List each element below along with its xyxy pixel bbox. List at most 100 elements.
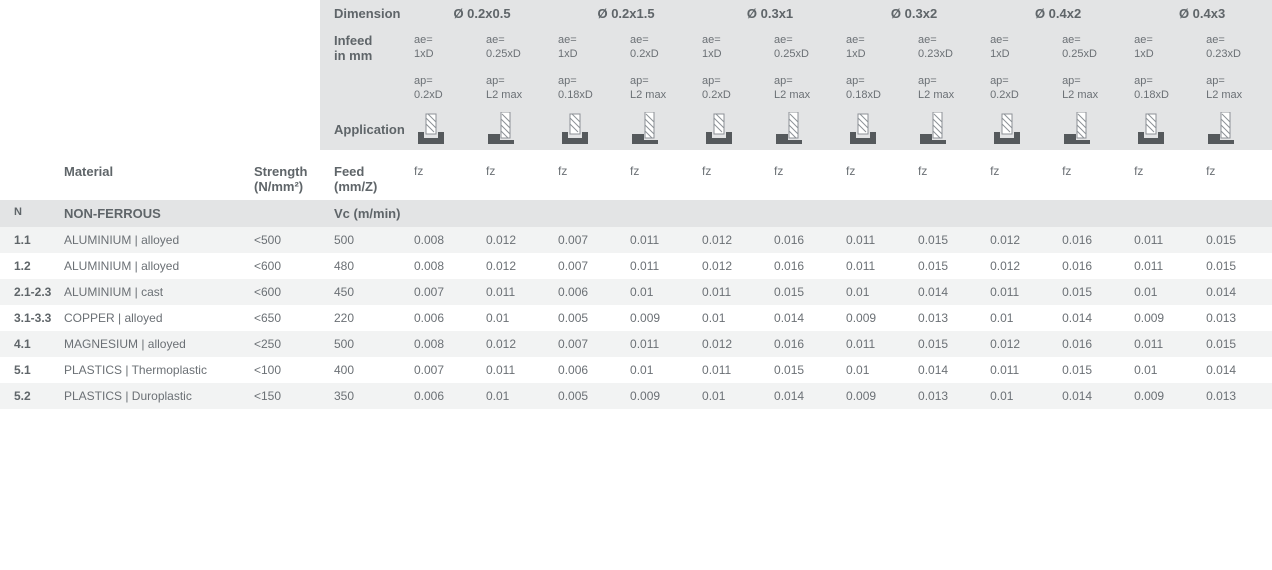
strength-cell: <100 (250, 357, 320, 383)
fz-cell: 0.005 (554, 383, 626, 409)
material-cell: ALUMINIUM | alloyed (60, 253, 250, 279)
fz-cell: 0.013 (914, 305, 986, 331)
row-code: 5.2 (0, 383, 60, 409)
fz-cell: 0.012 (986, 331, 1058, 357)
strength-cell: <650 (250, 305, 320, 331)
ae-0a: ae= 1xD (410, 27, 482, 68)
fz-cell: 0.012 (698, 227, 770, 253)
fz-cell: 0.01 (698, 383, 770, 409)
fz-cell: 0.015 (1058, 357, 1130, 383)
fz-cell: 0.009 (626, 383, 698, 409)
vc-cell: 500 (320, 227, 410, 253)
fz-cell: 0.011 (698, 279, 770, 305)
ap-1b: ap= L2 max (626, 68, 698, 109)
infeed-label: Infeed in mm (320, 27, 410, 108)
fz-head: fz (770, 150, 842, 200)
fz-cell: 0.014 (1202, 357, 1272, 383)
fz-cell: 0.015 (1202, 227, 1272, 253)
fz-head: fz (554, 150, 626, 200)
fz-cell: 0.005 (554, 305, 626, 331)
fz-cell: 0.01 (626, 279, 698, 305)
ap-5a: ap= 0.18xD (1130, 68, 1202, 109)
table-row: 1.1ALUMINIUM | alloyed<5005000.0080.0120… (0, 227, 1272, 253)
ap-2b: ap= L2 max (770, 68, 842, 109)
material-cell: PLASTICS | Duroplastic (60, 383, 250, 409)
dimension-label: Dimension (320, 0, 410, 27)
fz-cell: 0.015 (914, 253, 986, 279)
app-icon-side (1202, 108, 1272, 150)
fz-cell: 0.006 (554, 357, 626, 383)
application-label: Application (320, 108, 410, 150)
fz-cell: 0.015 (914, 331, 986, 357)
app-icon-side (482, 108, 554, 150)
app-icon-slot (554, 108, 626, 150)
fz-cell: 0.011 (482, 357, 554, 383)
ap-5b: ap= L2 max (1202, 68, 1272, 109)
fz-head: fz (1130, 150, 1202, 200)
app-icon-slot (698, 108, 770, 150)
table-row: 2.1-2.3ALUMINIUM | cast<6004500.0070.011… (0, 279, 1272, 305)
group-code: N (0, 200, 60, 227)
fz-cell: 0.011 (626, 227, 698, 253)
ap-3a: ap= 0.18xD (842, 68, 914, 109)
table-row: 4.1MAGNESIUM | alloyed<2505000.0080.0120… (0, 331, 1272, 357)
vc-cell: 350 (320, 383, 410, 409)
ae-1b: ae= 0.2xD (626, 27, 698, 68)
material-cell: ALUMINIUM | cast (60, 279, 250, 305)
fz-cell: 0.01 (482, 305, 554, 331)
fz-cell: 0.013 (914, 383, 986, 409)
fz-cell: 0.012 (482, 331, 554, 357)
fz-cell: 0.015 (914, 227, 986, 253)
dimension-4: Ø 0.4x2 (986, 0, 1130, 27)
fz-cell: 0.012 (482, 253, 554, 279)
fz-cell: 0.016 (770, 253, 842, 279)
app-icon-side (914, 108, 986, 150)
strength-cell: <150 (250, 383, 320, 409)
ap-0a: ap= 0.2xD (410, 68, 482, 109)
dimension-1: Ø 0.2x1.5 (554, 0, 698, 27)
fz-cell: 0.006 (554, 279, 626, 305)
fz-cell: 0.007 (554, 253, 626, 279)
vc-cell: 450 (320, 279, 410, 305)
table-row: 3.1-3.3COPPER | alloyed<6502200.0060.010… (0, 305, 1272, 331)
fz-cell: 0.011 (626, 331, 698, 357)
fz-head: fz (626, 150, 698, 200)
ap-4b: ap= L2 max (1058, 68, 1130, 109)
fz-head: fz (914, 150, 986, 200)
dimension-3: Ø 0.3x2 (842, 0, 986, 27)
fz-cell: 0.014 (1202, 279, 1272, 305)
ae-3b: ae= 0.23xD (914, 27, 986, 68)
fz-head: fz (698, 150, 770, 200)
row-code: 1.2 (0, 253, 60, 279)
ap-3b: ap= L2 max (914, 68, 986, 109)
material-cell: COPPER | alloyed (60, 305, 250, 331)
fz-cell: 0.015 (770, 279, 842, 305)
vc-cell: 400 (320, 357, 410, 383)
app-icon-slot (986, 108, 1058, 150)
cutting-data-table: Dimension Ø 0.2x0.5 Ø 0.2x1.5 Ø 0.3x1 Ø … (0, 0, 1272, 409)
ae-2a: ae= 1xD (698, 27, 770, 68)
fz-cell: 0.01 (1130, 357, 1202, 383)
fz-cell: 0.016 (1058, 331, 1130, 357)
dimension-5: Ø 0.4x3 (1130, 0, 1272, 27)
feed-col-head: Feed (mm/Z) (320, 150, 410, 200)
app-icon-slot (1130, 108, 1202, 150)
fz-cell: 0.009 (1130, 383, 1202, 409)
ae-2b: ae= 0.25xD (770, 27, 842, 68)
fz-cell: 0.011 (842, 331, 914, 357)
fz-cell: 0.016 (1058, 227, 1130, 253)
vc-cell: 500 (320, 331, 410, 357)
group-row: N NON-FERROUS Vc (m/min) (0, 200, 1272, 227)
material-cell: MAGNESIUM | alloyed (60, 331, 250, 357)
fz-cell: 0.011 (842, 253, 914, 279)
fz-cell: 0.01 (842, 279, 914, 305)
fz-cell: 0.014 (770, 383, 842, 409)
fz-head: fz (482, 150, 554, 200)
strength-col-head: Strength (N/mm²) (250, 150, 320, 200)
app-icon-slot (410, 108, 482, 150)
fz-cell: 0.011 (986, 357, 1058, 383)
ap-4a: ap= 0.2xD (986, 68, 1058, 109)
strength-cell: <600 (250, 253, 320, 279)
strength-cell: <600 (250, 279, 320, 305)
ae-5b: ae= 0.23xD (1202, 27, 1272, 68)
